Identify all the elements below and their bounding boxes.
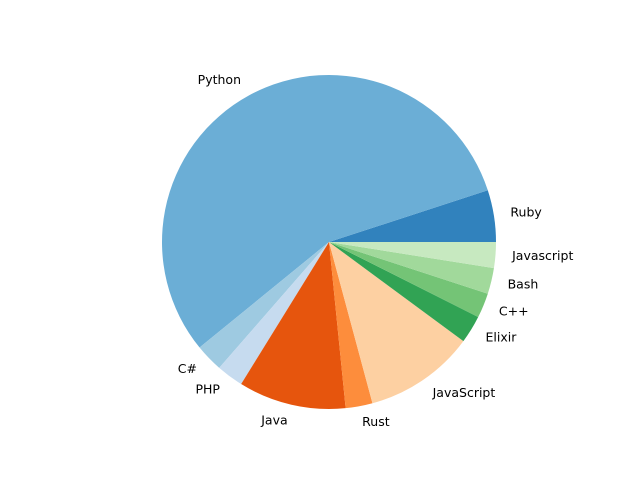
pie-label: Bash bbox=[508, 276, 539, 291]
pie-slice-ruby bbox=[329, 190, 497, 242]
pie-slice-bash bbox=[329, 242, 494, 294]
pie-slice-csharp bbox=[199, 242, 329, 368]
pie-labels: Ruby Python C# PHP Java Rust JavaScript Elixir C… bbox=[178, 72, 574, 429]
pie-slice-javascript bbox=[329, 242, 496, 269]
pie-label: Ruby bbox=[510, 205, 542, 220]
pie-slice-rust bbox=[329, 242, 373, 409]
pie-label: C# bbox=[178, 361, 197, 376]
pie-slice-java bbox=[241, 242, 346, 409]
pie-label: Javascript bbox=[511, 248, 573, 263]
pie-label: JavaScript bbox=[432, 385, 496, 400]
pie-slices bbox=[161, 74, 497, 409]
pie-slice-javascript bbox=[329, 242, 464, 404]
pie-slice-php bbox=[219, 242, 329, 385]
pie-label: PHP bbox=[195, 381, 220, 396]
pie-label: Elixir bbox=[486, 330, 518, 345]
pie-label: Python bbox=[198, 72, 241, 87]
pie-slice-cpp bbox=[329, 242, 488, 318]
pie-slice-elixir bbox=[329, 242, 479, 342]
pie-label: Java bbox=[260, 412, 287, 427]
pie-label: C++ bbox=[499, 303, 529, 318]
pie-slice-python bbox=[161, 74, 488, 348]
pie-label: Rust bbox=[362, 414, 390, 429]
